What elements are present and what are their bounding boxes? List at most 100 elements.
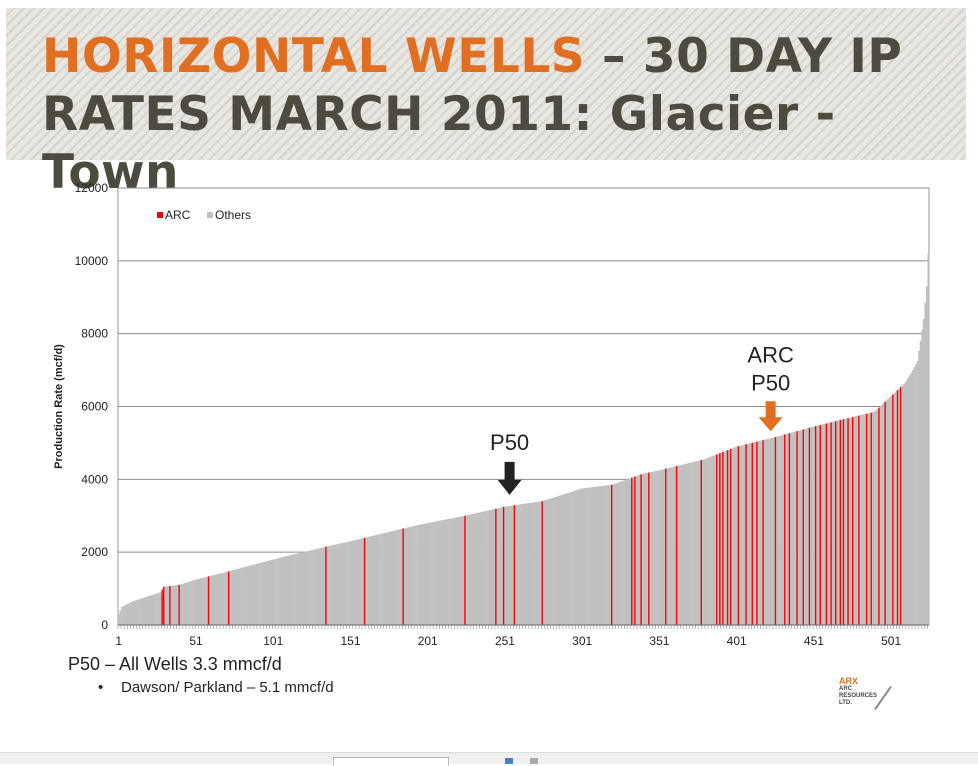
bar-others [484,511,486,625]
bar-others [425,523,428,625]
bar-others [680,464,683,625]
bar-others [864,414,866,625]
bar-arc [835,421,837,625]
bar-others [556,496,559,625]
bar-others [389,531,392,625]
bar-others [547,499,550,625]
bar-others [437,520,440,625]
bar-arc [896,390,899,625]
bar-others [912,370,914,625]
bar-others [701,459,704,625]
bar-others [195,579,198,625]
bar-others [850,417,853,625]
bar-others [232,570,235,625]
bar-others [871,412,874,625]
page-field[interactable] [333,757,449,766]
bar-arc [716,454,718,625]
bar-others [368,536,371,625]
arx-logo: ARX ARC RESOURCES LTD. [838,676,908,716]
toolbar-icon[interactable] [505,758,513,764]
bar-others [266,561,269,625]
bar-others [660,469,663,625]
bar-others [476,512,479,625]
bar-arc [814,426,817,625]
bar-others [223,572,225,625]
bar-others [542,500,545,625]
x-tick-label: 151 [340,634,360,648]
bar-others [309,550,312,625]
bar-arc [363,537,366,625]
bar-others [621,480,624,625]
toolbar-icon[interactable] [530,758,538,764]
bar-others [868,413,871,625]
bar-others [297,553,299,625]
bar-others [593,486,596,625]
bar-others [769,438,772,625]
logo-main: ARX [839,676,859,686]
bar-others [192,580,194,625]
bar-others [697,460,700,625]
bar-others [649,472,652,625]
bar-others [346,541,349,625]
bar-others [283,556,286,625]
bar-others [667,467,670,625]
bar-others [431,522,434,625]
bar-others [538,501,540,625]
bar-others [740,445,743,625]
bar-others [392,530,395,625]
bar-others [691,462,693,625]
bar-others [422,524,425,625]
bar-others [355,539,358,625]
bar-others [837,420,840,625]
x-tick-label: 301 [572,634,592,648]
legend-label-others: Others [215,208,251,222]
bar-arc [808,427,811,625]
bar-others [423,523,426,625]
bar-others [579,488,582,625]
bar-others [457,516,460,625]
bar-others [558,495,561,625]
slide-title: HORIZONTAL WELLS – 30 DAY IP RATES MARCH … [42,28,978,202]
arc-p50-label-line2: P50 [751,370,790,395]
bar-others [229,570,232,625]
bar-others [720,452,723,625]
bar-others [258,563,261,625]
bar-others [243,567,245,625]
bar-others [603,485,605,625]
bar-others [128,602,131,625]
bar-others [413,526,415,625]
bar-others [522,503,525,625]
bar-others [623,480,625,625]
bar-others [127,603,130,625]
bar-others [604,485,607,625]
bar-others [646,472,649,625]
bar-others [403,528,406,625]
bar-others [765,439,768,625]
bar-others [236,568,239,625]
bar-others [399,529,401,625]
bar-others [230,570,233,625]
bar-others [182,583,185,625]
bar-others [504,506,506,625]
bar-others [599,486,602,625]
bar-others [433,521,435,625]
bar-others [536,501,539,625]
bar-others [391,531,394,625]
y-tick-label: 0 [101,618,108,632]
bar-others [789,432,792,625]
bar-others [531,502,534,625]
bar-others [643,473,646,625]
bar-others [358,538,361,625]
bar-others [584,488,587,625]
bar-others [616,482,619,625]
bar-others [490,509,493,625]
bar-others [292,554,295,625]
bar-arc [774,437,777,625]
bar-others [652,471,655,625]
bar-others [467,515,469,625]
bar-others [138,599,140,625]
bar-others [661,469,664,625]
bar-others [922,319,925,625]
bar-others [725,450,727,625]
bar-others [817,425,820,625]
